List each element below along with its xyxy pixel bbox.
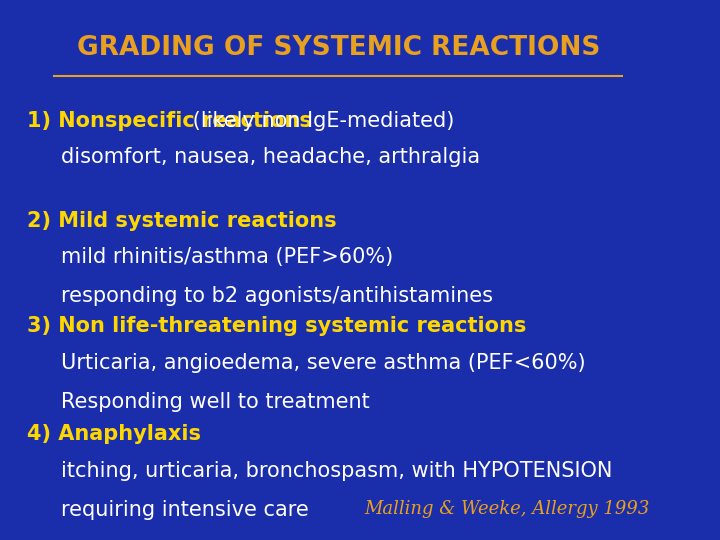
Text: requiring intensive care: requiring intensive care (61, 500, 309, 519)
Text: 3) Non life-threatening systemic reactions: 3) Non life-threatening systemic reactio… (27, 316, 526, 336)
Text: (likely non IgE-mediated): (likely non IgE-mediated) (186, 111, 454, 131)
Text: Responding well to treatment: Responding well to treatment (61, 392, 369, 411)
Text: mild rhinitis/asthma (PEF>60%): mild rhinitis/asthma (PEF>60%) (61, 247, 393, 267)
Text: 2) Mild systemic reactions: 2) Mild systemic reactions (27, 211, 337, 231)
Text: disomfort, nausea, headache, arthralgia: disomfort, nausea, headache, arthralgia (61, 147, 480, 167)
Text: itching, urticaria, bronchospasm, with HYPOTENSION: itching, urticaria, bronchospasm, with H… (61, 461, 612, 481)
Text: 1) Nonspecific reactions: 1) Nonspecific reactions (27, 111, 312, 131)
Text: GRADING OF SYSTEMIC REACTIONS: GRADING OF SYSTEMIC REACTIONS (76, 35, 600, 61)
Text: Urticaria, angioedema, severe asthma (PEF<60%): Urticaria, angioedema, severe asthma (PE… (61, 353, 585, 373)
Text: Malling & Weeke, Allergy 1993: Malling & Weeke, Allergy 1993 (364, 501, 649, 518)
Text: 4) Anaphylaxis: 4) Anaphylaxis (27, 424, 201, 444)
Text: responding to b2 agonists/antihistamines: responding to b2 agonists/antihistamines (61, 286, 493, 306)
